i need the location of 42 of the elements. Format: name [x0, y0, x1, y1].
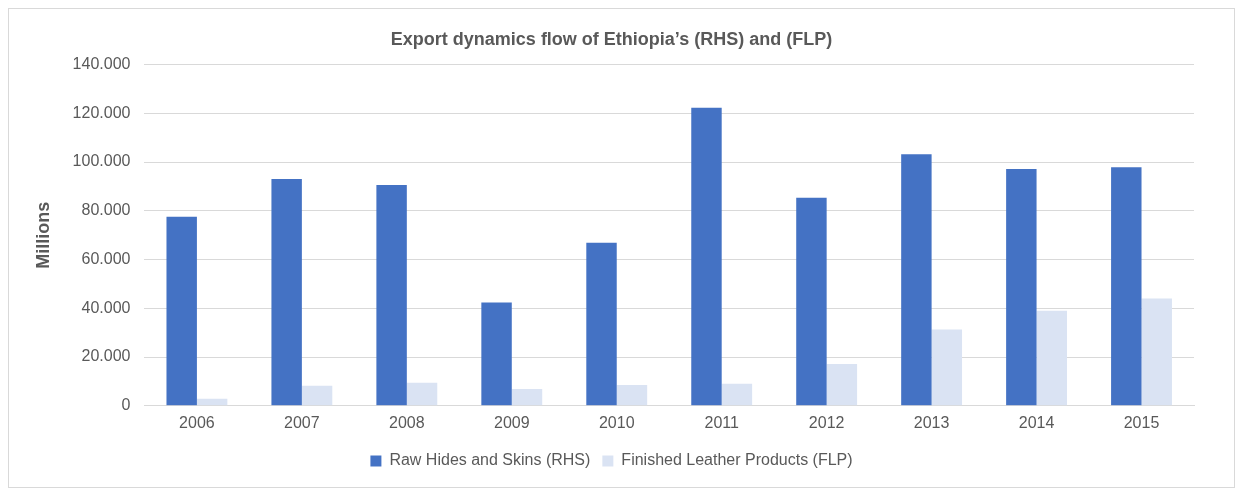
x-tick-label: 2012 [808, 413, 845, 431]
y-tick-label: 120.000 [72, 103, 131, 121]
chart-title: Export dynamics flow of Ethiopia’s (RHS) and (FLP) [390, 28, 833, 49]
y-axis-title: Millions [32, 201, 53, 269]
y-tick-label: 100.000 [72, 152, 131, 170]
bar [166, 216, 197, 406]
y-tick-label: 20.000 [81, 347, 131, 365]
x-tick-label: 2015 [1123, 413, 1160, 431]
bar [1036, 310, 1067, 406]
x-tick-label: 2010 [598, 413, 635, 431]
x-tick-label: 2006 [179, 413, 215, 431]
x-tick-label: 2011 [704, 413, 739, 431]
y-tick-label: 60.000 [81, 249, 131, 267]
bar [271, 178, 302, 406]
bar [1006, 168, 1037, 406]
bar [1111, 167, 1142, 406]
x-tick-label: 2008 [389, 413, 425, 431]
bar [586, 242, 617, 406]
bar [481, 302, 512, 406]
legend-label: Raw Hides and Skins (RHS) [389, 451, 591, 469]
bar [376, 185, 407, 406]
y-tick-label: 40.000 [81, 298, 131, 316]
bar [691, 107, 722, 406]
bar [301, 385, 333, 406]
y-tick-label: 80.000 [81, 201, 131, 219]
bar [721, 383, 753, 406]
bar [406, 382, 438, 406]
bar [1141, 298, 1172, 406]
bar [196, 398, 228, 406]
x-tick-label: 2007 [284, 413, 320, 431]
bar [511, 388, 543, 406]
y-tick-label: 140.000 [72, 55, 131, 73]
bar [901, 154, 932, 406]
bar [826, 363, 858, 406]
bar [616, 385, 648, 406]
x-tick-label: 2014 [1018, 413, 1055, 431]
x-tick-label: 2009 [493, 413, 530, 431]
bar [931, 329, 963, 406]
y-tick-label: 0 [121, 396, 131, 414]
x-tick-label: 2013 [913, 413, 950, 431]
bar [796, 197, 827, 406]
legend-label: Finished Leather Products (FLP) [621, 451, 853, 469]
